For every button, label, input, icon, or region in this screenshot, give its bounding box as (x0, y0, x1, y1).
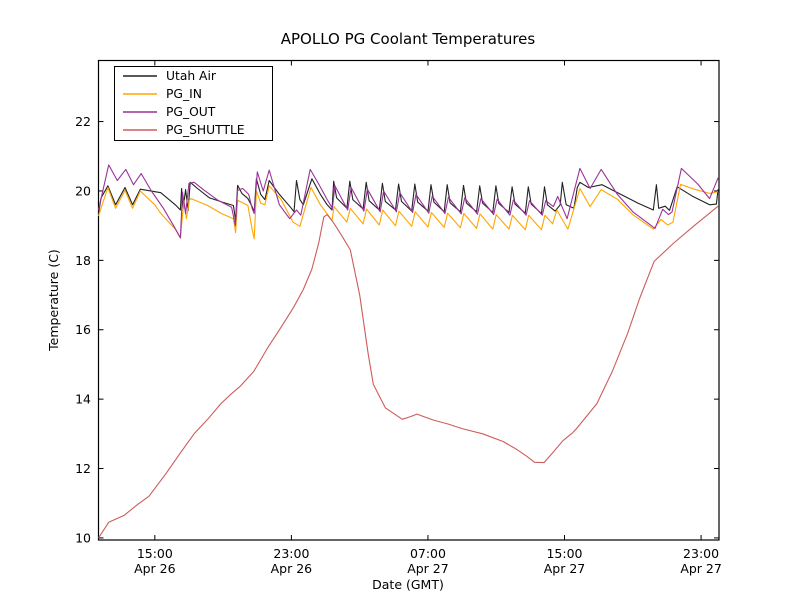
y-tick-label: 16 (75, 322, 91, 337)
x-tick-time: 15:00 (137, 546, 173, 561)
legend-label: Utah Air (166, 69, 217, 83)
legend-item: PG_IN (123, 87, 202, 101)
y-tick-label: 10 (75, 530, 91, 545)
legend-label: PG_SHUTTLE (166, 123, 245, 137)
y-tick-label: 14 (75, 392, 91, 407)
series-lines (97, 164, 719, 539)
tick-marks (99, 61, 719, 540)
series-line-pg-out (97, 164, 719, 239)
legend: Utah Air PG_IN PG_OUT PG_SHUTTLE (114, 66, 273, 141)
y-tick-label: 22 (75, 114, 91, 129)
legend-item: PG_OUT (123, 105, 216, 119)
legend-label: PG_IN (166, 87, 202, 101)
x-tick-date: Apr 26 (134, 561, 176, 576)
x-tick-time: 23:00 (273, 546, 309, 561)
y-tick-label: 20 (75, 183, 91, 198)
x-axis-label: Date (GMT) (372, 577, 444, 592)
x-tick-date: Apr 27 (407, 561, 449, 576)
x-tick-time: 07:00 (410, 546, 446, 561)
x-tick-time: 23:00 (683, 546, 719, 561)
y-tick-label: 18 (75, 253, 91, 268)
series-line-pg-in (97, 183, 719, 240)
legend-box (114, 66, 273, 141)
chart-title: APOLLO PG Coolant Temperatures (281, 30, 536, 48)
x-tick-date: Apr 27 (680, 561, 722, 576)
series-line-pg-shuttle (98, 205, 719, 539)
legend-item: PG_SHUTTLE (123, 123, 245, 137)
legend-item: Utah Air (123, 69, 217, 83)
x-tick-time: 15:00 (546, 546, 582, 561)
x-tick-date: Apr 27 (544, 561, 586, 576)
y-axis-label: Temperature (C) (46, 249, 61, 352)
x-tick-date: Apr 26 (271, 561, 313, 576)
y-tick-label: 12 (75, 461, 91, 476)
legend-label: PG_OUT (166, 105, 216, 119)
